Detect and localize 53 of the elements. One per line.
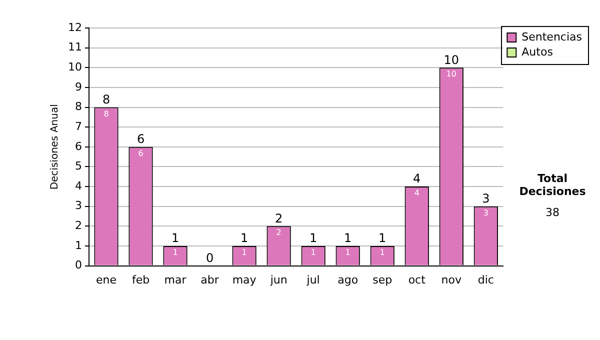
legend-label: Autos	[522, 45, 554, 58]
legend-label: Sentencias	[522, 30, 582, 44]
y-tick-label: 12	[68, 20, 82, 34]
y-tick-label: 3	[74, 199, 82, 212]
y-tick-label: 5	[74, 160, 82, 173]
data-label: 1	[242, 248, 247, 258]
data-label: 10	[446, 70, 456, 79]
text: Total Decisiones	[518, 172, 587, 198]
x-tick-label: sep	[372, 273, 392, 286]
total-label: 1	[310, 231, 318, 246]
data-label: 1	[345, 248, 350, 258]
total-label: 10	[444, 52, 460, 67]
y-tick-label: 6	[74, 140, 82, 153]
y-tick-label: 10	[68, 60, 82, 74]
y-tick-label: 2	[74, 219, 82, 232]
x-tick-label: nov	[441, 273, 462, 286]
data-label: 2	[276, 228, 282, 238]
total-label: 1	[344, 231, 352, 246]
total-label: 0	[206, 250, 214, 265]
x-tick-label: feb	[132, 273, 150, 286]
text: 38	[544, 206, 560, 219]
total-label: 1	[378, 231, 386, 246]
data-label: 3	[483, 208, 488, 218]
total-label: 8	[102, 92, 110, 106]
data-label: 6	[138, 148, 144, 158]
total-label: 1	[171, 231, 180, 246]
y-axis-title: Decisiones Anual	[50, 104, 61, 190]
y-tick-label: 9	[74, 80, 82, 94]
x-tick-label: abr	[200, 273, 220, 286]
total-label: 6	[136, 132, 145, 146]
data-label: 1	[310, 248, 316, 258]
x-tick-label: may	[232, 273, 257, 286]
data-label: 4	[414, 188, 420, 198]
x-tick-label: mar	[164, 273, 187, 286]
x-tick-label: jun	[269, 273, 288, 286]
total-label: 2	[274, 211, 283, 226]
x-tick-label: jul	[306, 273, 320, 286]
x-tick-label: ene	[96, 273, 117, 286]
total-label: 4	[413, 172, 421, 186]
data-label: 1	[380, 248, 385, 258]
x-tick-label: oct	[408, 273, 426, 286]
x-tick-label: ago	[338, 273, 358, 286]
data-label: 8	[104, 109, 109, 118]
y-tick-label: 0	[74, 258, 82, 272]
y-tick-label: 8	[74, 100, 82, 114]
total-label: 1	[240, 231, 248, 246]
data-label: 1	[172, 248, 178, 258]
y-tick-label: 4	[74, 179, 82, 192]
y-tick-label: 1	[74, 238, 82, 252]
total-label: 3	[482, 191, 490, 206]
y-tick-label: 11	[68, 40, 82, 54]
y-tick-label: 7	[74, 120, 82, 133]
x-tick-label: dic	[478, 273, 494, 286]
